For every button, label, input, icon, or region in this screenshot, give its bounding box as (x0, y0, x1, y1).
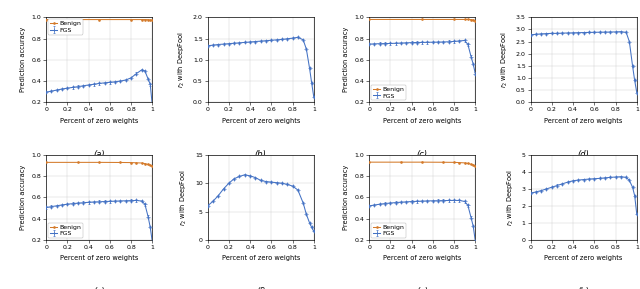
X-axis label: Percent of zero weights: Percent of zero weights (221, 255, 300, 261)
Benign (132, 161, 140, 164)
Text: (h): (h) (578, 288, 589, 289)
Benign (147, 18, 154, 22)
Y-axis label: $r_2$ with DeepFool: $r_2$ with DeepFool (179, 169, 189, 226)
Legend: Benign, FGS: Benign, FGS (48, 19, 83, 35)
Legend: Benign, FGS: Benign, FGS (371, 85, 406, 100)
Benign (147, 164, 154, 167)
Text: (c): (c) (417, 150, 428, 159)
X-axis label: Percent of zero weights: Percent of zero weights (221, 118, 300, 124)
Line: Benign: Benign (45, 161, 154, 167)
Benign (472, 19, 479, 22)
Benign (472, 164, 479, 168)
Legend: Benign, FGS: Benign, FGS (371, 223, 406, 238)
Y-axis label: $r_2$ with DeepFool: $r_2$ with DeepFool (500, 32, 510, 88)
Benign (450, 18, 458, 21)
Benign (95, 18, 103, 21)
Benign (365, 160, 373, 164)
Benign (95, 161, 103, 164)
Benign (461, 18, 468, 21)
Benign (148, 18, 156, 22)
X-axis label: Percent of zero weights: Percent of zero weights (383, 118, 461, 124)
Benign (141, 162, 148, 165)
Benign (42, 161, 50, 164)
Y-axis label: Prediction accuracy: Prediction accuracy (343, 165, 349, 230)
Text: (f): (f) (256, 288, 266, 289)
Line: Benign: Benign (368, 161, 477, 167)
Benign (127, 161, 135, 164)
Y-axis label: Prediction accuracy: Prediction accuracy (20, 27, 26, 92)
Benign (419, 18, 426, 21)
Y-axis label: Prediction accuracy: Prediction accuracy (20, 165, 26, 230)
Benign (138, 161, 145, 165)
X-axis label: Percent of zero weights: Percent of zero weights (60, 255, 138, 261)
X-axis label: Percent of zero weights: Percent of zero weights (383, 255, 461, 261)
Benign (469, 163, 477, 167)
Benign (144, 18, 152, 21)
Benign (138, 18, 145, 21)
Text: (e): (e) (93, 288, 105, 289)
Line: Benign: Benign (45, 18, 154, 22)
X-axis label: Percent of zero weights: Percent of zero weights (545, 255, 623, 261)
Benign (440, 160, 447, 164)
Legend: Benign, FGS: Benign, FGS (48, 223, 83, 238)
X-axis label: Percent of zero weights: Percent of zero weights (60, 118, 138, 124)
Benign (450, 161, 458, 164)
Line: Benign: Benign (368, 18, 477, 22)
Benign (148, 164, 156, 168)
Benign (464, 162, 472, 165)
Y-axis label: Prediction accuracy: Prediction accuracy (343, 27, 349, 92)
Text: (a): (a) (93, 150, 105, 159)
Benign (467, 18, 475, 21)
Benign (456, 161, 463, 164)
Benign (467, 162, 475, 166)
Y-axis label: $r_2$ with DeepFool: $r_2$ with DeepFool (506, 169, 516, 226)
Benign (469, 18, 477, 22)
Benign (74, 161, 82, 164)
Benign (419, 160, 426, 164)
Benign (464, 18, 472, 21)
Benign (144, 163, 152, 166)
Benign (127, 18, 135, 21)
Text: (b): (b) (255, 150, 267, 159)
Benign (141, 18, 148, 21)
Benign (397, 160, 404, 164)
Y-axis label: $r_2$ with DeepFool: $r_2$ with DeepFool (177, 32, 188, 88)
Benign (116, 161, 124, 164)
X-axis label: Percent of zero weights: Percent of zero weights (545, 118, 623, 124)
Benign (42, 18, 50, 21)
Text: (g): (g) (416, 288, 428, 289)
Benign (461, 161, 468, 165)
Text: (d): (d) (578, 150, 589, 159)
Benign (365, 18, 373, 21)
